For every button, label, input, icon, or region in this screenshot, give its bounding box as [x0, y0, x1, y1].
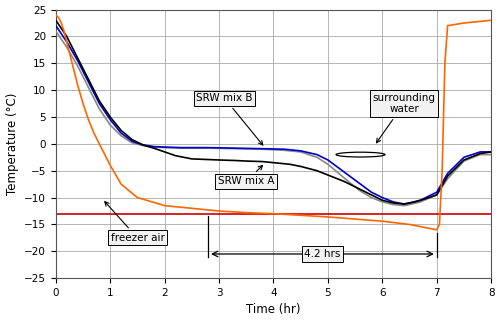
Text: SRW mix A: SRW mix A [218, 166, 274, 186]
X-axis label: Time (hr): Time (hr) [246, 303, 300, 317]
Text: SRW mix B: SRW mix B [196, 93, 263, 145]
Y-axis label: Temperature (°C): Temperature (°C) [6, 93, 18, 195]
Text: freezer air: freezer air [105, 202, 164, 243]
Text: surrounding
water: surrounding water [372, 93, 436, 143]
Text: 4.2 hrs: 4.2 hrs [304, 249, 340, 259]
